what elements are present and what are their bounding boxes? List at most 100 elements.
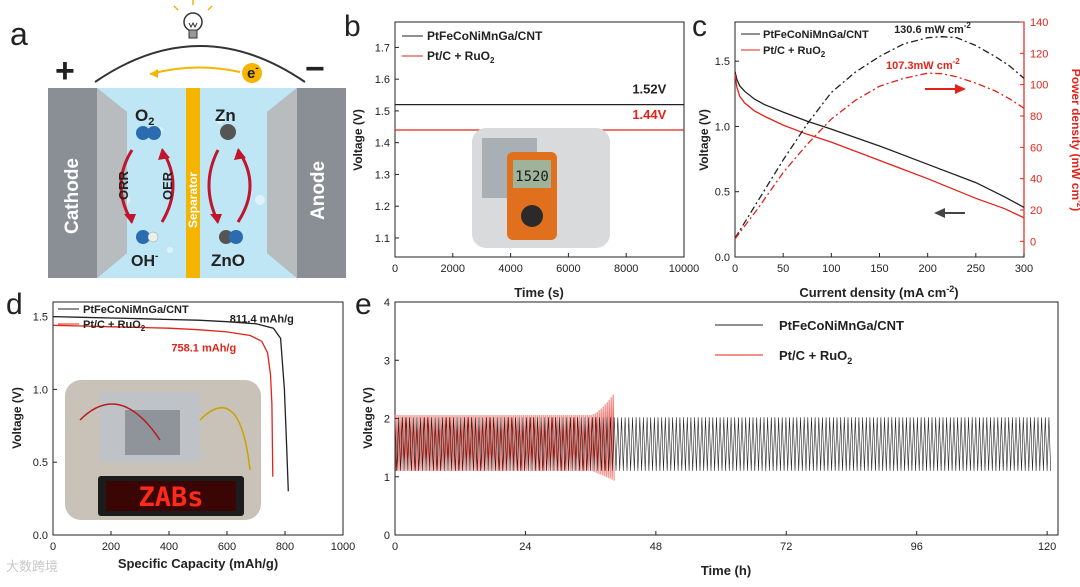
watermark: 大数跨境 [6,560,59,575]
y-axis-label: Voltage (V) [361,387,375,449]
value-annotations: 130.6 mW cm-2 107.3mW cm-2 [886,21,971,72]
oh-label: OH- [131,251,158,270]
panel-e: e 0 1 2 3 4 0 24 48 72 96 120 Voltage (V) Time (h… [355,288,1059,578]
multimeter-reading: 1520 [515,169,549,185]
x-tick-label: 10000 [669,263,700,275]
series-lines [52,315,289,492]
plot-frame [734,21,1025,258]
cathode-label: Cathode [62,158,83,234]
x-tick-label: 0 [392,263,398,275]
y2-tick-label: 140 [1030,17,1048,29]
electron-symbol: e- [247,63,259,82]
series-lines [394,394,1051,481]
x-tick-label: 2000 [441,263,465,275]
series-line-ptfeconimnga-cnt [394,417,1051,471]
zab-led-photo: ZABs [65,380,261,520]
y-tick-label: 1.0 [715,121,730,133]
power-axis-arrowhead [955,84,966,94]
y-tick-labels: 0.0 0.5 1.0 1.5 [33,312,57,542]
plot-frame [394,21,685,258]
legend-ptfeconimnga: PtFeCoNiMnGa/CNT [427,29,543,43]
x-tick-label: 250 [967,263,985,275]
y-tick-label: 1.6 [375,74,390,86]
y-tick-label: 1.5 [715,56,730,68]
series-line-pt-c-ruo [394,394,615,481]
x-tick-label: 6000 [556,263,580,275]
y-axis-label: Voltage (V) [697,109,711,171]
panel-b-label: b [344,10,361,43]
orr-label: ORR [116,171,131,201]
x-tick-labels: 0 200 400 600 800 1000 [50,531,355,553]
x-tick-label: 200 [102,541,120,553]
separator-label: Separator [186,172,200,228]
legend-ptfeconimnga: PtFeCoNiMnGa/CNT [83,304,189,316]
voltage-axis-arrowhead [934,208,945,218]
series-line-ptfeconimnga-cnt-power [734,36,1025,239]
y-tick-labels: 0 1 2 3 4 [384,297,399,542]
led-panel [106,481,236,511]
x-tick-labels: 0 2000 4000 6000 8000 10000 [392,253,699,275]
y-tick-label: 4 [384,297,390,309]
zn-label: Zn [215,106,236,125]
y2-tick-label: 120 [1030,48,1048,60]
electron-icon [242,63,262,83]
series-line-pt-c-ruo2-power [734,72,1025,240]
led-sign-text: ZABs [138,482,203,513]
y2-tick-labels: 0 20 40 60 80 100 120 140 [1020,17,1048,248]
value-annotation: 758.1 mAh/g [171,343,236,355]
external-circuit-wire [94,45,306,83]
y-tick-label: 1.2 [375,201,390,213]
x-tick-label: 120 [1038,541,1056,553]
legend-ptc-ruo2: Pt/C + RuO2 [427,49,495,65]
y-tick-label: 1.0 [33,384,48,396]
electron-arrowhead [150,69,158,78]
x-tick-label: 0 [392,541,398,553]
x-tick-label: 8000 [614,263,638,275]
panel-d: d 0.0 0.5 1.0 1.5 0 200 400 600 800 1000 Voltage… [6,288,355,571]
value-annotation: 107.3mW cm-2 [886,57,960,72]
positive-terminal: + [55,52,75,90]
y-tick-label: 1 [384,472,390,484]
y-tick-label: 1.5 [375,106,390,118]
plot-frame [394,301,1059,536]
negative-terminal: − [305,50,325,88]
y2-axis-label: Power density (mW cm-2) [1069,69,1080,212]
x-tick-label: 150 [870,263,888,275]
value-annotation: 130.6 mW cm-2 [894,21,971,36]
oer-arrowhead [158,148,170,160]
multimeter-photo: 1520 [472,128,610,248]
y-tick-label: 1.1 [375,233,390,245]
x-tick-label: 300 [1015,263,1033,275]
x-tick-label: 0 [50,541,56,553]
value-annotations: 811.4 mAh/g 758.1 mAh/g [171,313,294,354]
y-tick-label: 1.3 [375,169,390,181]
legend-ptfeconimnga: PtFeCoNiMnGa/CNT [763,29,869,41]
zno-molecule-icon [219,230,243,244]
zn-atom-icon [220,124,236,140]
legend-ptc-ruo2: Pt/C + RuO2 [779,348,852,366]
x-tick-labels: 0 24 48 72 96 120 [392,531,1056,553]
zno-label: ZnO [211,251,245,270]
x-tick-label: 0 [732,263,738,275]
y-tick-label: 0 [384,530,390,542]
value-annotations: 1.52V 1.44V [632,81,666,121]
multimeter-display [513,160,551,188]
x-tick-label: 72 [780,541,792,553]
y-tick-label: 1.5 [33,312,48,324]
x-tick-label: 48 [650,541,662,553]
y2-tick-label: 80 [1030,111,1042,123]
x-tick-label: 96 [911,541,923,553]
panel-c: c 0.0 0.5 1.0 1.5 0 20 40 60 80 100 120 140 0 50 100… [692,10,1080,300]
zn-charge-arrowhead [210,214,222,224]
y-tick-label: 0.5 [33,457,48,469]
lightbulb-icon [173,0,213,39]
o2-molecule-icon [136,126,161,140]
separator [186,88,200,278]
value-annotation: 811.4 mAh/g [230,313,294,325]
x-tick-label: 100 [822,263,840,275]
series-lines [734,36,1025,240]
plot-frame [52,301,344,536]
y-tick-label: 1.4 [375,138,390,150]
y-tick-labels: 0.0 0.5 1.0 1.5 [715,56,739,264]
